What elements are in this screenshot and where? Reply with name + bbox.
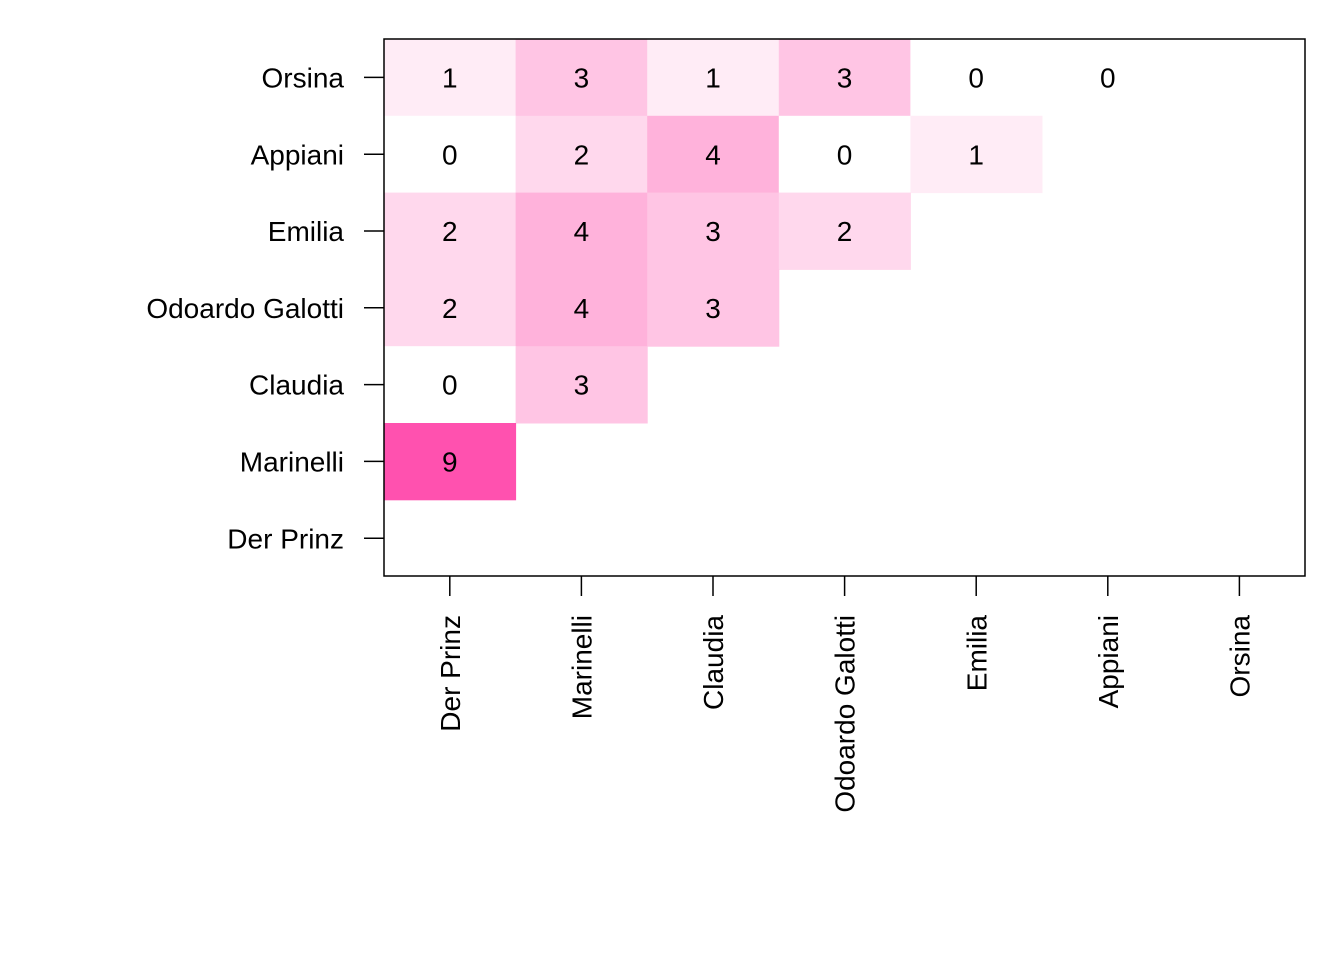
cell-value-label: 1 (968, 139, 984, 170)
cell-value-label: 4 (705, 139, 721, 170)
x-tick-label: Odoardo Galotti (830, 615, 861, 813)
heatmap-cell (1042, 39, 1175, 117)
cell-value-label: 1 (442, 63, 458, 94)
y-tick-label: Der Prinz (227, 523, 344, 554)
cell-value-label: 3 (837, 63, 853, 94)
cell-value-label: 0 (968, 63, 984, 94)
cell-value-label: 2 (574, 139, 590, 170)
x-axis: Der Prinz Marinelli Claudia Odoardo Galotti… (435, 576, 1256, 813)
cell-value-label: 3 (574, 63, 590, 94)
heatmap-cell (515, 192, 648, 270)
cell-value-label: 0 (442, 139, 458, 170)
x-tick-label: Claudia (698, 615, 729, 710)
heatmap-cell (384, 115, 517, 194)
heatmap-cell (384, 346, 517, 424)
heatmap-cell (647, 115, 780, 194)
cell-value-label: 3 (705, 216, 721, 247)
heatmap-cell (515, 39, 648, 117)
cell-value-label: 2 (442, 216, 458, 247)
y-tick-label: Odoardo Galotti (146, 293, 344, 324)
y-axis: Orsina Appiani Emilia Odoardo Galotti Claudi… (146, 63, 384, 554)
x-tick-label: Emilia (961, 615, 992, 692)
cells-layer (384, 39, 1175, 501)
heatmap-cell (910, 115, 1043, 194)
y-tick-label: Emilia (268, 216, 345, 247)
x-tick-label: Orsina (1225, 615, 1256, 698)
cell-labels-layer: 1 3 1 3 0 0 0 2 4 0 1 2 4 3 2 2 4 3 0 3 9 (442, 63, 1116, 478)
cell-value-label: 9 (442, 447, 458, 478)
heatmap-cell (384, 423, 517, 501)
heatmap-cell (384, 192, 517, 270)
y-tick-label: Claudia (249, 370, 344, 401)
heatmap-cell (647, 39, 780, 117)
heatmap-cell (778, 192, 911, 270)
y-tick-label: Marinelli (240, 447, 344, 478)
heatmap-cell (778, 115, 911, 194)
heatmap-cell (515, 115, 648, 194)
cell-value-label: 2 (442, 293, 458, 324)
heatmap-cell (910, 39, 1043, 117)
heatmap-cell (647, 269, 780, 347)
y-tick-label: Appiani (251, 139, 344, 170)
cell-value-label: 0 (442, 370, 458, 401)
heatmap-cell (515, 269, 648, 347)
heatmap-cell (778, 39, 911, 117)
cell-value-label: 0 (1100, 63, 1116, 94)
heatmap-cell (515, 346, 648, 424)
x-tick-label: Der Prinz (435, 615, 466, 732)
y-tick-label: Orsina (262, 63, 345, 94)
heatmap-cell (384, 39, 517, 117)
heatmap-cell (647, 192, 780, 270)
cell-value-label: 3 (705, 293, 721, 324)
cell-value-label: 0 (837, 139, 853, 170)
x-tick-label: Appiani (1093, 615, 1124, 708)
cell-value-label: 2 (837, 216, 853, 247)
cell-value-label: 4 (574, 293, 590, 324)
x-tick-label: Marinelli (567, 615, 598, 719)
cell-value-label: 3 (574, 370, 590, 401)
cell-value-label: 4 (574, 216, 590, 247)
heatmap-cell (384, 269, 517, 347)
cell-value-label: 1 (705, 63, 721, 94)
